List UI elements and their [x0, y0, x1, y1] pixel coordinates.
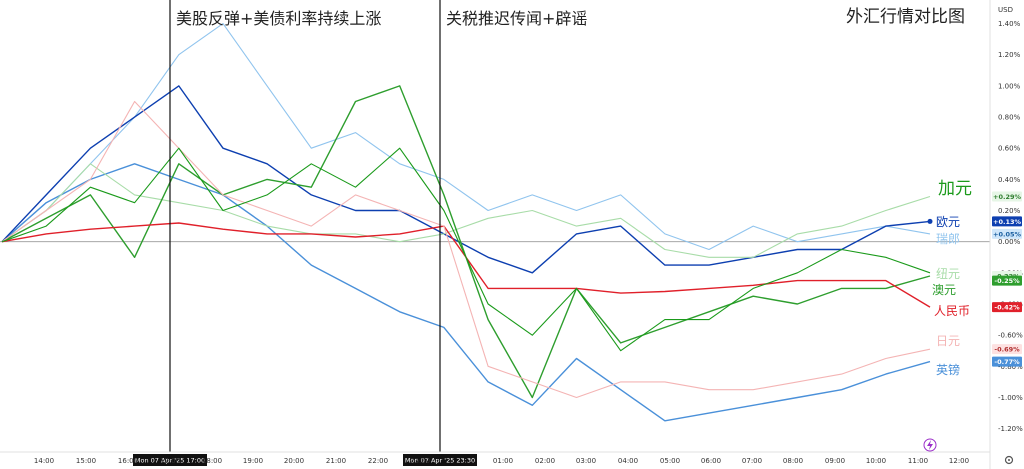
- annotation-text-2: 关税推迟传闻+辟谣: [446, 9, 587, 28]
- x-tick-label: 14:00: [34, 457, 54, 465]
- x-tick-label: 07:00: [742, 457, 762, 465]
- end-value-badge: [992, 344, 1022, 355]
- y-tick-label: 0.00%: [998, 238, 1021, 246]
- currency-unit: USD: [998, 6, 1013, 14]
- series-line-0: [1, 23, 931, 251]
- x-tick-label: 18:00: [202, 457, 222, 465]
- series-line-6: [1, 100, 931, 399]
- y-tick-label: 1.00%: [998, 82, 1021, 90]
- x-tick-label: 01:00: [493, 457, 513, 465]
- y-tick-label: 0.40%: [998, 176, 1021, 184]
- x-tick-label: 22:00: [368, 457, 388, 465]
- series-label: 日元: [936, 334, 960, 348]
- end-value-label: -0.69%: [994, 346, 1020, 354]
- annotation-lines: Mon 07 Apr '25 17:00 Mon 07 Apr '25 23:30: [133, 0, 477, 466]
- series-label: 澳元: [932, 283, 956, 297]
- end-value-badge: [992, 356, 1022, 367]
- x-tick-label: 09:00: [825, 457, 845, 465]
- x-tick-label: 11:00: [908, 457, 928, 465]
- end-value-badge: [992, 275, 1022, 286]
- x-tick-label: 19:00: [243, 457, 263, 465]
- series-line-1: [1, 163, 931, 422]
- y-tick-label: 1.40%: [998, 20, 1021, 28]
- y-tick-label: 0.60%: [998, 145, 1021, 153]
- end-value-label: +0.05%: [993, 230, 1021, 238]
- y-tick-label: 0.80%: [998, 114, 1021, 122]
- y-tick-label: 0.20%: [998, 207, 1021, 215]
- end-value-label: -0.25%: [994, 277, 1020, 285]
- x-tick-label: 06:00: [701, 457, 721, 465]
- x-tick-label: 03:00: [576, 457, 596, 465]
- annotation-text-1: 美股反弹+美债利率持续上涨: [176, 9, 381, 28]
- annotation-time-label-2: Mon 07 Apr '25 23:30: [405, 457, 475, 465]
- y-tick-label: -1.20%: [998, 425, 1023, 433]
- end-value-label: +0.29%: [993, 193, 1021, 201]
- annotation-time-badge-2: [403, 454, 477, 466]
- lightning-icon[interactable]: [923, 438, 937, 452]
- x-tick-label: 20:00: [284, 457, 304, 465]
- series-line-2: [1, 85, 931, 274]
- end-value-badge: [992, 191, 1022, 202]
- x-tick-label: 21:00: [326, 457, 346, 465]
- x-axis: 14:00 15:00 16:00 17:00 18:00 19:00 20:00 21:00…: [0, 451, 990, 465]
- annotation-time-label-1: Mon 07 Apr '25 17:00: [135, 457, 205, 465]
- series-line-7: [1, 147, 931, 352]
- series-label: 人民币: [934, 304, 970, 318]
- gear-icon[interactable]: [1004, 455, 1014, 465]
- series-label: 英镑: [936, 362, 960, 377]
- chart-title: 外汇行情对比图: [846, 7, 965, 27]
- series-line-3: [1, 163, 931, 258]
- series-label: 瑞郎: [936, 232, 960, 246]
- x-tick-label: 05:00: [660, 457, 680, 465]
- x-tick-label: 15:00: [76, 457, 96, 465]
- x-tick-label: 08:00: [783, 457, 803, 465]
- end-value-label: -0.77%: [994, 358, 1020, 366]
- y-tick-label: -0.80%: [998, 363, 1023, 371]
- end-value-badge: [992, 216, 1022, 227]
- end-value-badges: +0.29%+0.13%+0.05%-0.22%-0.25%-0.42%-0.6…: [992, 191, 1022, 367]
- x-tick-label: 17:00: [160, 457, 180, 465]
- eur-end-dot: [927, 218, 933, 224]
- series-lines: [1, 23, 933, 422]
- series-label: 纽元: [936, 267, 960, 281]
- end-value-badge: [992, 228, 1022, 239]
- x-tick-label: 23:00: [410, 457, 430, 465]
- x-tick-label: 04:00: [618, 457, 638, 465]
- x-tick-label: 02:00: [535, 457, 555, 465]
- end-value-label: -0.42%: [994, 304, 1020, 312]
- end-value-badge: [992, 302, 1022, 313]
- y-tick-label: -0.60%: [998, 332, 1023, 340]
- big-label-cad: 加元: [938, 179, 972, 199]
- x-tick-label: 10:00: [866, 457, 886, 465]
- y-tick-label: -1.00%: [998, 394, 1023, 402]
- y-tick-label: 1.20%: [998, 51, 1021, 59]
- x-tick-label: 16:00: [118, 457, 138, 465]
- end-value-label: +0.13%: [993, 218, 1021, 226]
- series-label: 欧元: [936, 215, 960, 229]
- annotation-time-badge-1: [133, 454, 207, 466]
- x-tick-label: 12:00: [949, 457, 969, 465]
